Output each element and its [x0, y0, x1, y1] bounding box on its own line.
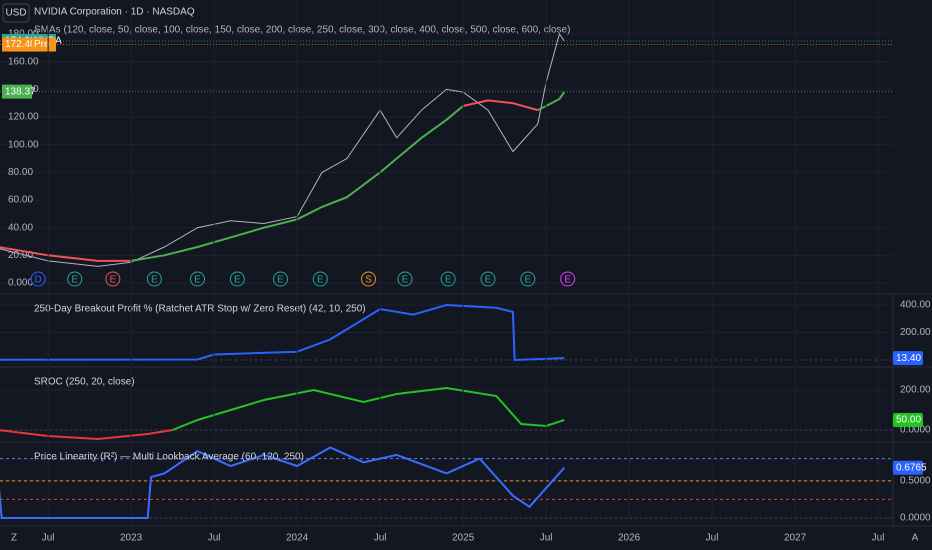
- last-value-box: [893, 351, 923, 366]
- price-tag-box: [32, 37, 56, 52]
- pane-title: NVIDIA Corporation · 1D · NASDAQ: [34, 7, 195, 18]
- series-line: [172, 386, 565, 431]
- series-line: [0, 429, 173, 441]
- x-tick-label: Jul: [208, 533, 221, 544]
- event-label: D: [35, 275, 42, 286]
- price-label: 138.37: [5, 86, 36, 97]
- price-label: 172.40: [5, 39, 36, 50]
- y-tick-label: 20.00: [8, 250, 33, 261]
- event-label: E: [564, 275, 571, 286]
- y-tick-label: 60.00: [8, 195, 33, 206]
- y-tick-label: 100.00: [8, 139, 39, 150]
- price-label-box: [2, 84, 32, 99]
- y-tick-label: 80.00: [8, 167, 33, 178]
- event-icon: [560, 271, 576, 287]
- series-line: [0, 32, 565, 267]
- event-icon: [67, 271, 83, 287]
- last-value-box: [893, 460, 923, 475]
- event-label: S: [365, 275, 372, 286]
- series-line: [0, 303, 565, 362]
- price-tag: Pre: [34, 39, 50, 50]
- last-value-box: [893, 413, 923, 427]
- event-icon: [480, 271, 496, 287]
- y-tick-label: 200.00: [900, 327, 931, 338]
- pane-title: 250-Day Breakout Profit % (Ratchet ATR S…: [34, 304, 366, 315]
- event-icon: [397, 271, 413, 287]
- event-label: E: [151, 275, 158, 286]
- currency-button[interactable]: [2, 3, 30, 23]
- y-tick-label: 400.00: [900, 300, 931, 311]
- event-label: E: [317, 275, 324, 286]
- pane-title: SROC (250, 20, close): [34, 377, 135, 388]
- event-icon: [146, 271, 162, 287]
- event-label: E: [485, 275, 492, 286]
- x-tick-label: 2027: [784, 533, 807, 544]
- event-icon: [190, 271, 206, 287]
- last-value-label: 13.40: [896, 353, 921, 364]
- y-tick-label: 120.00: [8, 112, 39, 123]
- event-label: E: [402, 275, 409, 286]
- event-label: E: [110, 275, 117, 286]
- x-tick-label: 2024: [286, 533, 309, 544]
- event-icon: [312, 271, 328, 287]
- x-tick-label: 2026: [618, 533, 641, 544]
- y-tick-label: 0.0000: [900, 513, 931, 524]
- x-tick-label: Jul: [872, 533, 885, 544]
- series-line: [130, 91, 566, 262]
- event-label: E: [234, 275, 241, 286]
- zoom-button[interactable]: Z: [11, 533, 17, 544]
- y-tick-label: 0.5000: [900, 475, 931, 486]
- x-tick-label: Jul: [540, 533, 553, 544]
- y-tick-label: 200.00: [900, 385, 931, 396]
- event-icon: [229, 271, 245, 287]
- pane-title: Price Linearity (R²) — Multi Lookback Av…: [34, 452, 304, 463]
- x-tick-label: Jul: [374, 533, 387, 544]
- last-value-label: 0.6765: [896, 462, 927, 473]
- currency[interactable]: USD: [5, 8, 26, 19]
- x-tick-label: 2023: [120, 533, 143, 544]
- event-label: E: [71, 275, 78, 286]
- event-icon: [440, 271, 456, 287]
- x-tick-label: 2025: [452, 533, 475, 544]
- y-tick-label: 160.00: [8, 56, 39, 67]
- event-icon: [360, 271, 376, 287]
- x-tick-label: Jul: [706, 533, 719, 544]
- y-tick-label: 40.00: [8, 222, 33, 233]
- x-tick-label: Jul: [42, 533, 55, 544]
- event-icon: [520, 271, 536, 287]
- series-line: [0, 99, 539, 262]
- event-icon: [105, 271, 121, 287]
- last-value-label: 50.00: [896, 415, 921, 426]
- pane-subtitle: SMAs (120, close, 50, close, 100, close,…: [34, 25, 570, 36]
- auto-button[interactable]: A: [912, 533, 919, 544]
- event-label: E: [524, 275, 531, 286]
- y-tick-label: 0.0000: [900, 425, 931, 436]
- event-label: E: [445, 275, 452, 286]
- price-label-box: [2, 37, 32, 52]
- event-icon: [30, 271, 46, 287]
- y-tick-label: 0.0000: [8, 278, 39, 289]
- event-label: E: [277, 275, 284, 286]
- event-label: E: [194, 275, 201, 286]
- series-line: [0, 446, 566, 519]
- event-icon: [273, 271, 289, 287]
